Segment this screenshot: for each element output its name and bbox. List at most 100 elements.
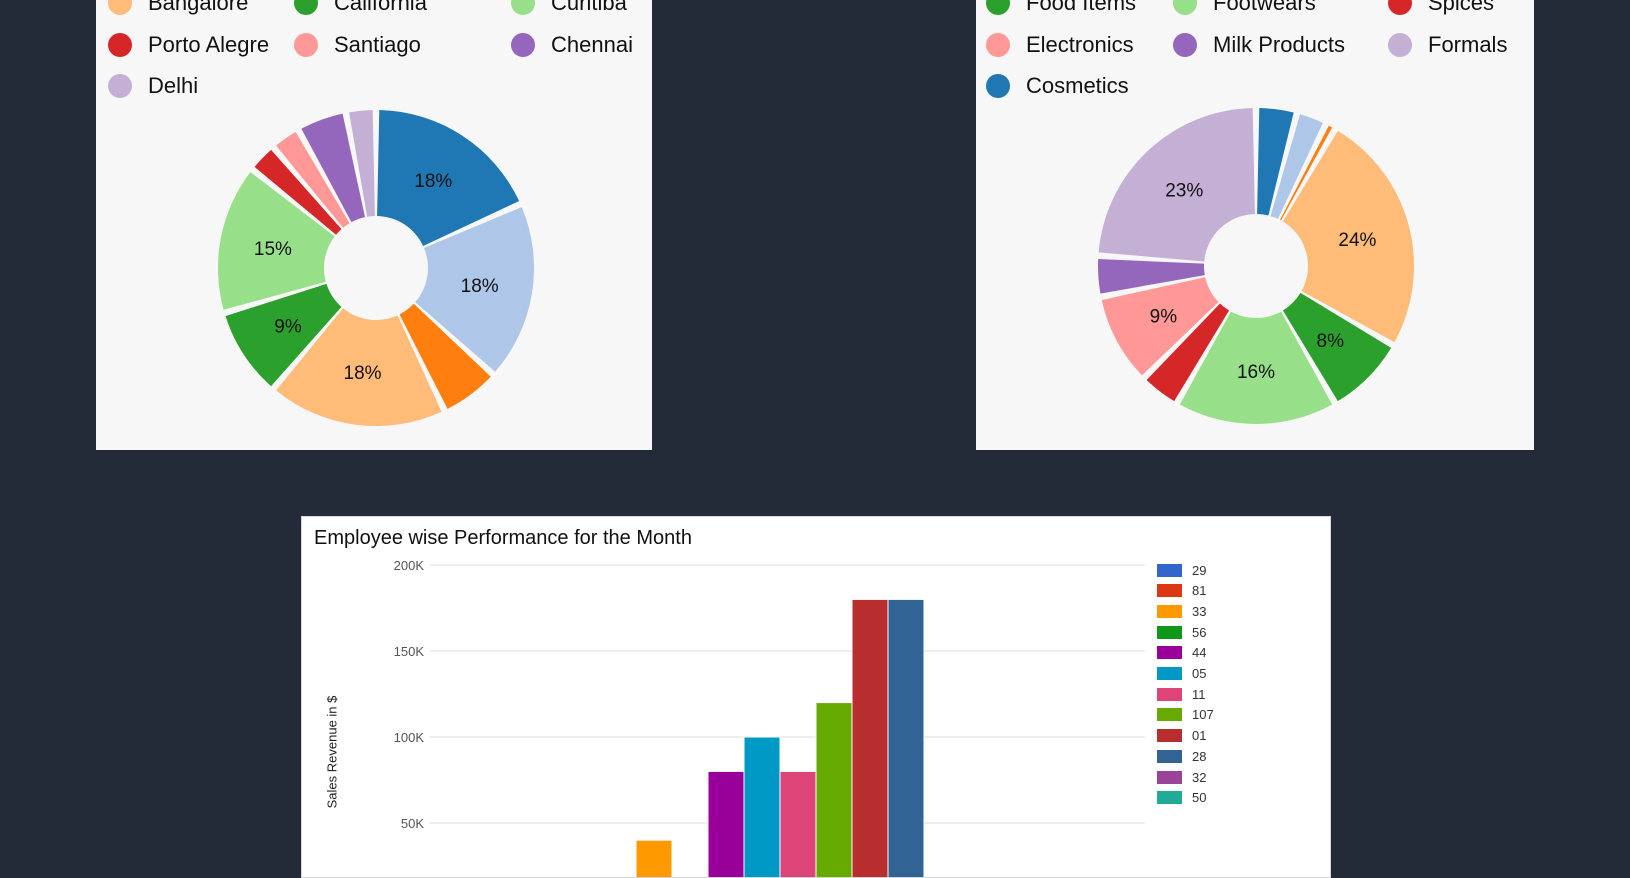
donut-slice-2[interactable]	[399, 303, 491, 409]
donut-slice-porto-alegre[interactable]	[254, 149, 342, 235]
bar-legend-item-44[interactable]: 44	[1157, 645, 1206, 661]
legend-swatch	[1157, 708, 1182, 722]
donut-slice-footwears[interactable]	[1179, 311, 1333, 424]
bar-legend-item-28[interactable]: 28	[1157, 748, 1206, 764]
legend-label: Delhi	[148, 73, 199, 98]
legend-label: Curitiba	[551, 0, 627, 15]
legend-marker	[1173, 0, 1197, 15]
legend-swatch	[1157, 791, 1182, 805]
legend-marker	[511, 0, 535, 15]
donut-slice-santiago[interactable]	[276, 131, 350, 228]
legend-label: Formals	[1428, 32, 1508, 57]
legend-label: Santiago	[334, 32, 421, 57]
legend-marker	[986, 0, 1010, 15]
legend-item-delhi[interactable]: Delhi	[108, 71, 198, 101]
donut-slice-bangalore[interactable]	[276, 308, 442, 426]
bar-legend-item-05[interactable]: 05	[1157, 666, 1206, 682]
bar-legend-item-33[interactable]: 33	[1157, 603, 1206, 619]
legend-label: Milk Products	[1213, 32, 1346, 57]
legend-label: 11	[1192, 686, 1206, 702]
legend-label: 05	[1192, 666, 1207, 681]
slice-percent-label: 9%	[274, 316, 302, 337]
legend-item-footwears[interactable]: Footwears	[1173, 0, 1316, 18]
legend-item-cosmetics[interactable]: Cosmetics	[986, 71, 1129, 101]
legend-item-electronics[interactable]: Electronics	[986, 30, 1134, 60]
legend-marker	[986, 74, 1010, 98]
bar-legend-item-56[interactable]: 56	[1157, 624, 1206, 640]
donut-slice-1[interactable]	[1270, 114, 1323, 219]
bar-legend-item-32[interactable]: 32	[1157, 769, 1206, 785]
bar-employee-05[interactable]	[743, 736, 781, 877]
bar-employee-11[interactable]	[779, 770, 817, 877]
donut-slice-0[interactable]	[377, 110, 520, 246]
legend-item-porto-alegre[interactable]: Porto Alegre	[108, 30, 269, 60]
legend-item-formals[interactable]: Formals	[1388, 30, 1507, 60]
legend-item-curitiba[interactable]: Curitiba	[511, 0, 627, 18]
donut-slice-milk-products[interactable]	[1098, 258, 1205, 294]
legend-label: Electronics	[1026, 32, 1134, 57]
bar-employee-107[interactable]	[815, 702, 853, 877]
bar-legend-item-50[interactable]: 50	[1157, 790, 1206, 806]
y-tick-label: 50K	[401, 816, 424, 831]
legend-label: Bangalore	[148, 0, 249, 15]
legend-item-chennai[interactable]: Chennai	[511, 30, 633, 60]
category-donut-panel: Food Items Footwears Spices Electronics Milk…	[976, 0, 1534, 450]
legend-marker	[1388, 0, 1412, 15]
legend-label: 44	[1192, 645, 1207, 661]
bar-legend-item-01[interactable]: 01	[1157, 728, 1206, 744]
legend-item-milk-products[interactable]: Milk Products	[1173, 30, 1345, 60]
bar-legend-item-107[interactable]: 107	[1157, 707, 1214, 723]
donut-slice-chennai[interactable]	[301, 113, 365, 223]
legend-swatch	[1157, 770, 1182, 784]
legend-item-santiago[interactable]: Santiago	[294, 30, 421, 60]
donut-slice-2[interactable]	[1279, 125, 1333, 221]
slice-percent-label: 16%	[1237, 362, 1275, 383]
legend-label: 50	[1192, 790, 1207, 806]
legend-item-bangalore[interactable]: Bangalore	[108, 0, 248, 18]
bar-legend-item-11[interactable]: 11	[1157, 686, 1206, 702]
legend-swatch	[1157, 625, 1182, 639]
y-tick-label: 150K	[394, 644, 425, 659]
city-donut-chart: 18% 18% 18% 9% 15%	[218, 110, 534, 426]
donut-slice-3[interactable]	[1282, 130, 1414, 343]
legend-marker	[1388, 33, 1412, 57]
slice-percent-label: 18%	[461, 276, 499, 297]
donut-slice-curitiba[interactable]	[218, 172, 335, 310]
legend-marker	[1173, 33, 1197, 57]
legend-label: 32	[1192, 769, 1207, 785]
legend-item-california[interactable]: California	[294, 0, 427, 18]
donut-slice-california[interactable]	[225, 283, 342, 387]
y-tick-label: 100K	[394, 730, 425, 745]
donut-slice-food-items[interactable]	[1282, 292, 1392, 402]
legend-swatch	[1157, 749, 1182, 763]
slice-percent-label: 24%	[1338, 230, 1376, 251]
donut-slice-1[interactable]	[415, 207, 534, 372]
legend-marker	[511, 33, 535, 57]
bar-employee-33[interactable]	[635, 839, 673, 877]
donut-slice-cosmetics[interactable]	[1257, 108, 1294, 216]
legend-swatch	[1157, 687, 1182, 701]
legend-label: 01	[1192, 728, 1207, 744]
legend-label: Spices	[1428, 0, 1495, 15]
y-tick-label: 200K	[394, 558, 425, 573]
legend-label: California	[334, 0, 427, 15]
legend-label: 28	[1192, 748, 1207, 764]
slice-percent-label: 23%	[1165, 180, 1203, 201]
bar-employee-01[interactable]	[851, 598, 889, 877]
bar-employee-44[interactable]	[707, 770, 745, 877]
donut-slice-delhi[interactable]	[349, 110, 375, 217]
bar-legend-item-29[interactable]: 29	[1157, 562, 1206, 578]
donut-slice-electronics[interactable]	[1101, 277, 1219, 376]
employee-bar-chart: 200K 150K 100K 50K	[394, 558, 1145, 877]
legend-label: 107	[1192, 707, 1214, 723]
legend-swatch	[1157, 563, 1182, 577]
donut-slice-spices[interactable]	[1146, 303, 1230, 402]
legend-item-spices[interactable]: Spices	[1388, 0, 1494, 18]
slice-percent-label: 9%	[1150, 306, 1178, 327]
legend-marker	[986, 33, 1010, 57]
legend-marker	[108, 0, 132, 15]
donut-slice-formals[interactable]	[1098, 108, 1255, 262]
bar-legend-item-81[interactable]: 81	[1157, 583, 1206, 599]
legend-item-food-items[interactable]: Food Items	[986, 0, 1136, 18]
bar-employee-28[interactable]	[887, 598, 925, 877]
